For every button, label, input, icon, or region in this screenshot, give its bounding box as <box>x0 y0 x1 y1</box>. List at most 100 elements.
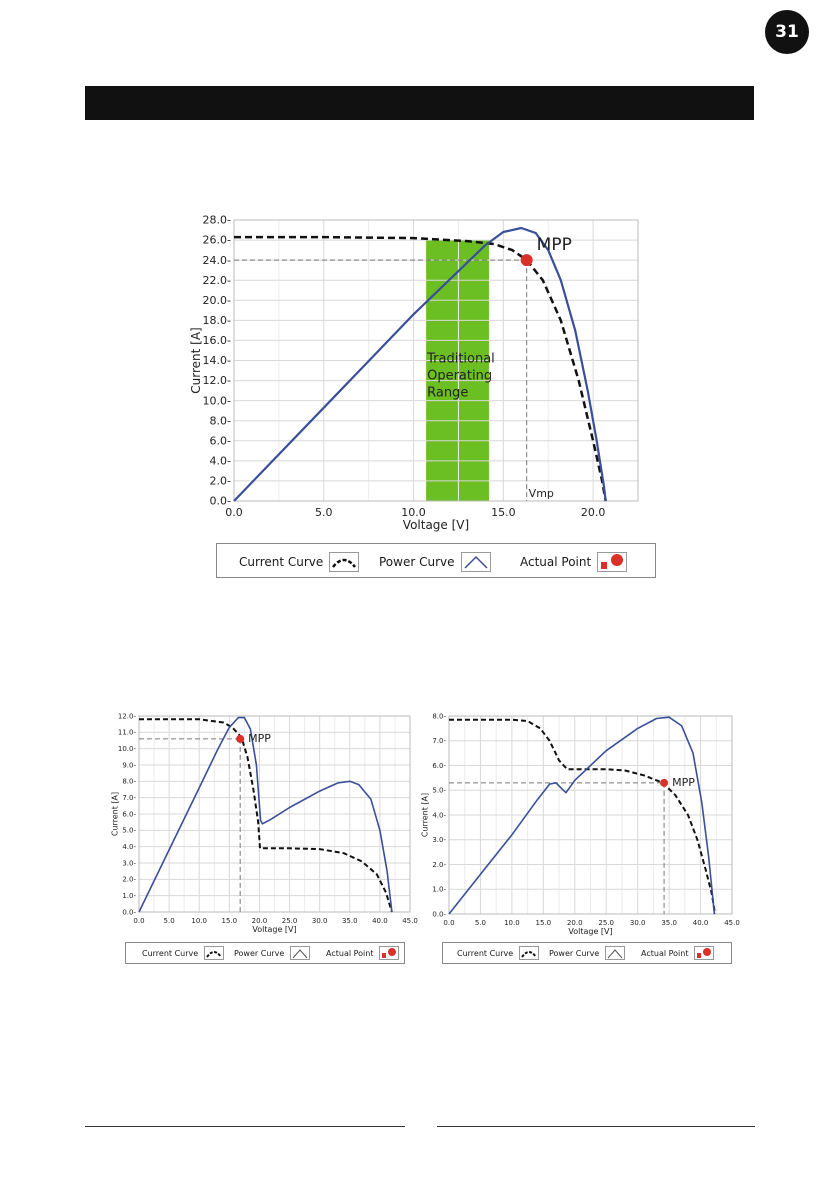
y-tick-label: 2.0- <box>210 475 231 488</box>
y-tick-label: 28.0- <box>203 214 231 227</box>
x-tick-label: 45.0 <box>402 917 418 925</box>
x-tick-label: 5.0 <box>475 919 486 927</box>
mpp-label: MPP <box>672 776 695 789</box>
legend-item-actual: Actual Point <box>326 946 400 960</box>
y-tick-label: 5.0- <box>432 787 446 795</box>
current-curve-icon <box>329 552 360 572</box>
y-tick-label: 7.0- <box>122 794 136 802</box>
y-tick-label: 3.0- <box>432 836 446 844</box>
y-tick-label: 14.0- <box>203 354 231 367</box>
x-tick-label: 45.0 <box>724 919 740 927</box>
legend-main: Current Curve Power Curve Actual Point <box>216 543 656 578</box>
current-curve-icon <box>519 946 540 960</box>
section-header-bar <box>85 86 754 120</box>
y-tick-label: 12.0- <box>203 374 231 387</box>
x-tick-label: 20.0 <box>252 917 268 925</box>
footer-rule-right <box>437 1126 755 1127</box>
mpp-point <box>520 254 533 267</box>
current-curve-line <box>234 235 607 502</box>
y-tick-label: 7.0- <box>432 737 446 745</box>
actual-point-icon <box>694 946 715 960</box>
operating-range-label: Operating <box>427 369 492 384</box>
y-tick-label: 0.0- <box>432 910 446 918</box>
y-tick-label: 6.0- <box>122 810 136 818</box>
power-curve-icon <box>460 552 491 572</box>
power-curve-icon <box>605 946 626 960</box>
x-tick-label: 40.0 <box>372 917 388 925</box>
mpp-chart-partial-shading-a: 0.0 5.0 10.0 15.0 20.0 25.0 30.0 35.0 40.0 45.0 0.… <box>105 708 417 940</box>
current-curve-icon <box>204 946 225 960</box>
x-tick-label: 15.0 <box>222 917 238 925</box>
operating-range-band <box>426 240 489 502</box>
power-curve-icon <box>290 946 311 960</box>
x-tick-label: 10.0 <box>191 917 207 925</box>
legend-power-label: Power Curve <box>549 948 600 958</box>
legend-left: Current Curve Power Curve Actual Point <box>125 942 405 964</box>
y-tick-label: 12.0- <box>118 712 137 720</box>
legend-power-label: Power Curve <box>234 948 285 958</box>
mpp-chart-partial-shading-b: 0.0 5.0 10.0 15.0 20.0 25.0 30.0 35.0 40.0 45.0 0.… <box>420 708 740 940</box>
y-tick-label: 9.0- <box>122 761 136 769</box>
x-tick-label: 0.0 <box>443 919 454 927</box>
chart-svg: 0.0 5.0 10.0 15.0 20.0 0.0- 2.0- 4.0- 6.0- 8.0- 10… <box>189 214 639 532</box>
legend-item-current: Current Curve <box>457 946 540 960</box>
operating-range-label: Range <box>427 386 468 401</box>
y-tick-label: 16.0- <box>203 334 231 347</box>
x-tick-label: 20.0 <box>581 506 606 519</box>
x-tick-label: 30.0 <box>312 917 328 925</box>
y-tick-label: 1.0- <box>432 886 446 894</box>
y-tick-label: 22.0- <box>203 274 231 287</box>
y-tick-label: 20.0- <box>203 294 231 307</box>
x-tick-label: 40.0 <box>693 919 709 927</box>
x-axis-label: Voltage [V] <box>403 518 469 532</box>
page-number: 31 <box>765 10 809 54</box>
chart-svg: 0.0 5.0 10.0 15.0 20.0 25.0 30.0 35.0 40.0 45.0 0.… <box>420 712 740 936</box>
y-tick-label: 0.0- <box>122 908 136 916</box>
x-axis-label: Voltage [V] <box>252 925 296 934</box>
legend-item-actual: Actual Point <box>520 552 628 572</box>
legend-power-label: Power Curve <box>379 555 455 569</box>
y-tick-label: 24.0- <box>203 254 231 267</box>
legend-actual-label: Actual Point <box>326 948 374 958</box>
x-tick-label: 5.0 <box>315 506 333 519</box>
power-curve-line <box>448 716 716 915</box>
vmp-label: Vmp <box>529 487 554 500</box>
x-tick-label: 15.0 <box>536 919 552 927</box>
y-tick-label: 10.0- <box>118 745 137 753</box>
y-tick-label: 3.0- <box>122 859 136 867</box>
legend-item-power: Power Curve <box>549 946 626 960</box>
x-tick-label: 30.0 <box>630 919 646 927</box>
mpp-chart-main: 0.0 5.0 10.0 15.0 20.0 0.0- 2.0- 4.0- 6.0- 8.0- 10… <box>180 208 650 543</box>
y-axis-label: Current [A] <box>420 793 429 837</box>
y-tick-label: 6.0- <box>210 434 231 447</box>
y-tick-label: 2.0- <box>122 876 136 884</box>
y-tick-label: 11.0- <box>118 729 137 737</box>
x-tick-label: 10.0 <box>401 506 426 519</box>
y-tick-label: 26.0- <box>203 234 231 247</box>
mpp-label: MPP <box>248 732 271 745</box>
x-tick-label: 25.0 <box>282 917 298 925</box>
plot-frame <box>138 715 411 913</box>
legend-item-current: Current Curve <box>142 946 225 960</box>
x-tick-label: 5.0 <box>164 917 175 925</box>
power-curve-line <box>138 716 393 913</box>
actual-point-icon <box>379 946 400 960</box>
mpp-label: MPP <box>537 235 572 255</box>
legend-actual-label: Actual Point <box>641 948 689 958</box>
legend-item-current: Current Curve <box>239 552 360 572</box>
y-tick-label: 8.0- <box>122 778 136 786</box>
x-axis-label: Voltage [V] <box>568 927 612 936</box>
y-axis-label: Current [A] <box>189 327 203 393</box>
y-tick-label: 6.0- <box>432 762 446 770</box>
x-tick-label: 25.0 <box>598 919 614 927</box>
footer-rule-left <box>85 1126 405 1127</box>
y-tick-label: 4.0- <box>210 455 231 468</box>
x-tick-label: 20.0 <box>567 919 583 927</box>
legend-current-label: Current Curve <box>239 555 324 569</box>
chart-svg: 0.0 5.0 10.0 15.0 20.0 25.0 30.0 35.0 40.0 45.0 0.… <box>110 712 418 934</box>
x-tick-label: 35.0 <box>661 919 677 927</box>
x-tick-label: 35.0 <box>342 917 358 925</box>
y-tick-label: 0.0- <box>210 495 231 508</box>
actual-point-icon <box>597 552 628 572</box>
y-tick-label: 1.0- <box>122 892 136 900</box>
